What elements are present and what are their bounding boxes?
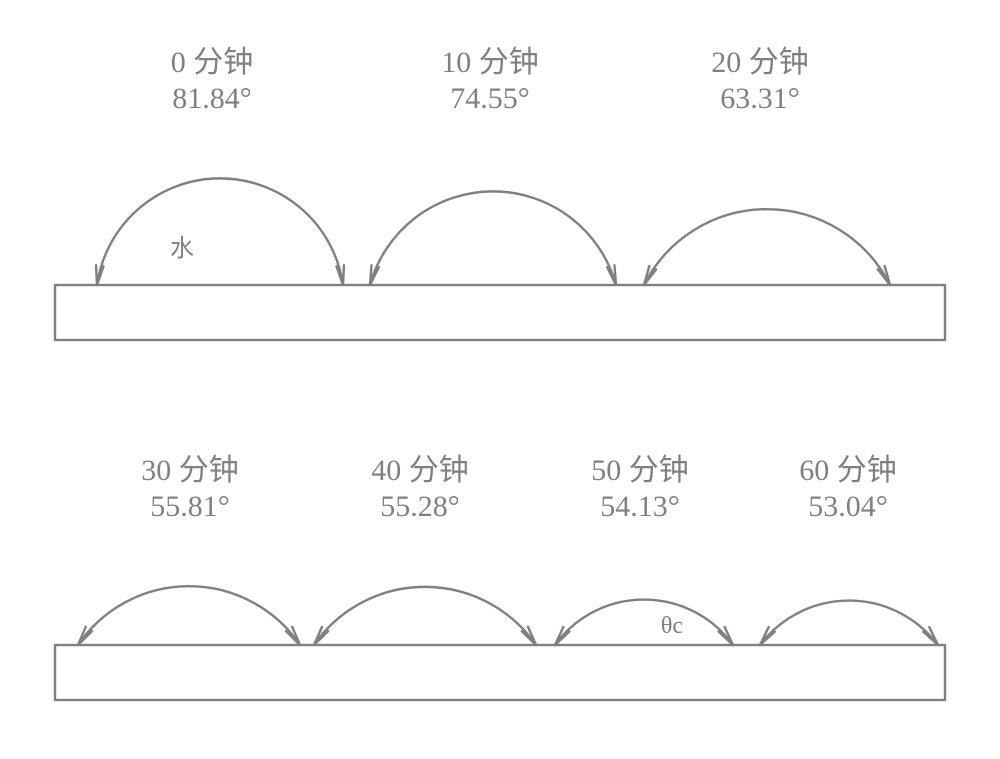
angle-label-d2: 63.31° — [720, 82, 800, 116]
time-label-d1: 10 分钟 — [441, 37, 539, 81]
angle-label-d0: 81.84° — [172, 82, 252, 116]
droplet-arc-d1 — [370, 191, 616, 285]
droplet-arc-d4 — [314, 587, 536, 645]
angle-label-d4: 55.28° — [380, 490, 460, 524]
substrate-0 — [55, 285, 945, 340]
droplet-arc-d0 — [97, 178, 343, 285]
droplet-arc-d5 — [555, 600, 733, 645]
time-label-d0: 0 分钟 — [171, 37, 254, 81]
angle-label-d6: 53.04° — [808, 490, 888, 524]
angle-label-d3: 55.81° — [150, 490, 230, 524]
contact-arrow-d1-left — [370, 265, 379, 285]
angle-label-d1: 74.55° — [450, 82, 530, 116]
time-label-d6: 60 分钟 — [799, 445, 897, 489]
time-label-d3: 30 分钟 — [141, 445, 239, 489]
substrate-1 — [55, 645, 945, 700]
time-label-d4: 40 分钟 — [371, 445, 469, 489]
angle-label-d5: 54.13° — [600, 490, 680, 524]
droplet-arc-d3 — [78, 586, 300, 645]
theta-label-d5: θc — [661, 613, 683, 640]
droplet-arc-d2 — [644, 209, 890, 285]
figure: 0 分钟81.84°水10 分钟74.55°20 分钟63.31°30 分钟55… — [0, 0, 1000, 759]
inside-label-d0: 水 — [170, 228, 194, 263]
time-label-d5: 50 分钟 — [591, 445, 689, 489]
time-label-d2: 20 分钟 — [711, 37, 809, 81]
droplet-arc-d6 — [760, 601, 938, 645]
contact-arrow-d1-right — [607, 265, 616, 285]
